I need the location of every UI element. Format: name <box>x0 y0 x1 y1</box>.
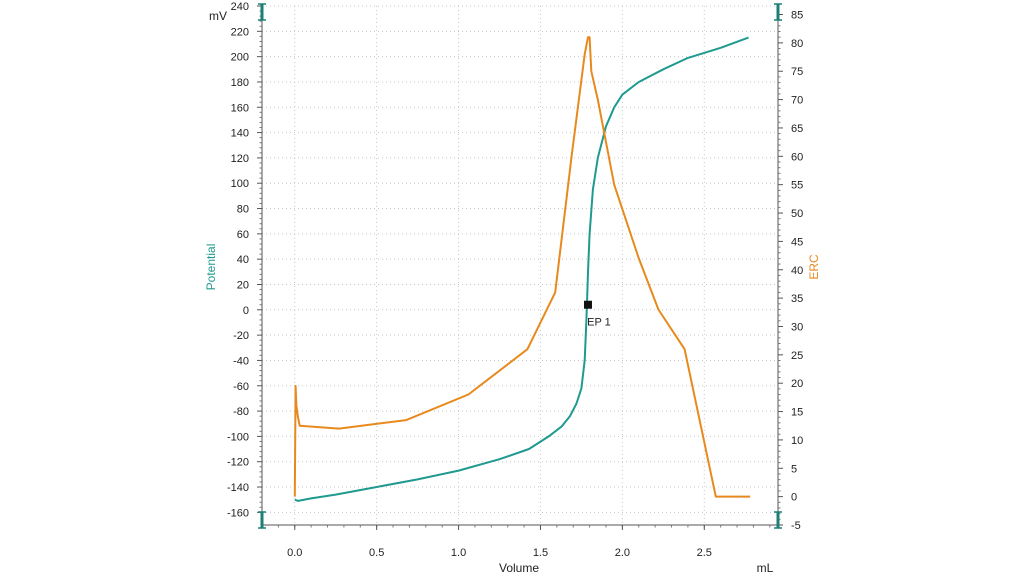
y-right-tick-label: 45 <box>791 236 803 248</box>
y-right-tick-label: 60 <box>791 151 803 163</box>
y-left-tick-label: -120 <box>227 457 249 469</box>
y-right-tick-label: 40 <box>791 265 803 277</box>
y-right-tick-label: 5 <box>791 463 797 475</box>
y-left-tick-label: -100 <box>227 431 249 443</box>
y-left-tick-label: -20 <box>233 330 249 342</box>
x-tick-label: 1.5 <box>533 547 548 559</box>
x-tick-label: 2.5 <box>697 547 712 559</box>
y-right-tick-label: 0 <box>791 492 797 504</box>
y-left-tick-label: 80 <box>237 204 249 216</box>
y-right-tick-label: 25 <box>791 350 803 362</box>
series-line-potential <box>294 36 749 502</box>
y-right-tick-label: 35 <box>791 293 803 305</box>
y-right-tick-label: 30 <box>791 321 803 333</box>
y-right-tick-label: 80 <box>791 38 803 50</box>
y-right-tick-label: 50 <box>791 208 803 220</box>
y-left-tick-label: 220 <box>231 26 249 38</box>
y-left-tick-label: 140 <box>231 128 249 140</box>
y-right-tick-label: 85 <box>791 10 803 22</box>
x-tick-label: 0.0 <box>287 547 302 559</box>
y-left-tick-label: -160 <box>227 507 249 519</box>
y-left-tick-label: 40 <box>237 254 249 266</box>
y-left-tick-label: 120 <box>231 153 249 165</box>
y-right-tick-label: 70 <box>791 95 803 107</box>
y-left-tick-label: 200 <box>231 52 249 64</box>
series-line-erc <box>293 36 751 498</box>
y-left-tick-label: 160 <box>231 102 249 114</box>
y-left-tick-label: 20 <box>237 279 249 291</box>
series-layer <box>293 36 751 502</box>
y-left-tick-label: 60 <box>237 229 249 241</box>
y-left-tick-label: 240 <box>231 1 249 13</box>
x-axis-unit: mL <box>757 561 774 575</box>
y-right-tick-label: 55 <box>791 180 803 192</box>
y-left-tick-label: -40 <box>233 355 249 367</box>
axes <box>257 3 783 530</box>
y-left-tick-label: 0 <box>243 305 249 317</box>
endpoint-marker[interactable] <box>583 300 592 309</box>
y-left-axis-title: Potential <box>204 244 218 291</box>
y-left-unit: mV <box>209 9 227 23</box>
y-left-tick-label: -80 <box>233 406 249 418</box>
x-axis-title: Volume <box>499 561 539 575</box>
annotations: EP 1 <box>583 300 611 329</box>
y-left-tick-label: -140 <box>227 482 249 494</box>
y-right-tick-label: 15 <box>791 407 803 419</box>
x-tick-label: 0.5 <box>369 547 384 559</box>
tick-labels: 240220200180160140120100806040200-20-40-… <box>227 1 803 559</box>
y-right-tick-label: 20 <box>791 378 803 390</box>
y-left-tick-label: -60 <box>233 381 249 393</box>
y-left-tick-label: 180 <box>231 77 249 89</box>
y-right-tick-label: 65 <box>791 123 803 135</box>
x-tick-label: 2.0 <box>615 547 630 559</box>
y-right-axis-title: ERC <box>807 254 821 280</box>
y-right-tick-label: -5 <box>791 520 801 532</box>
y-right-tick-label: 75 <box>791 66 803 78</box>
x-tick-label: 1.0 <box>451 547 466 559</box>
y-right-tick-label: 10 <box>791 435 803 447</box>
endpoint-label: EP 1 <box>587 317 611 329</box>
y-left-tick-label: 100 <box>231 178 249 190</box>
